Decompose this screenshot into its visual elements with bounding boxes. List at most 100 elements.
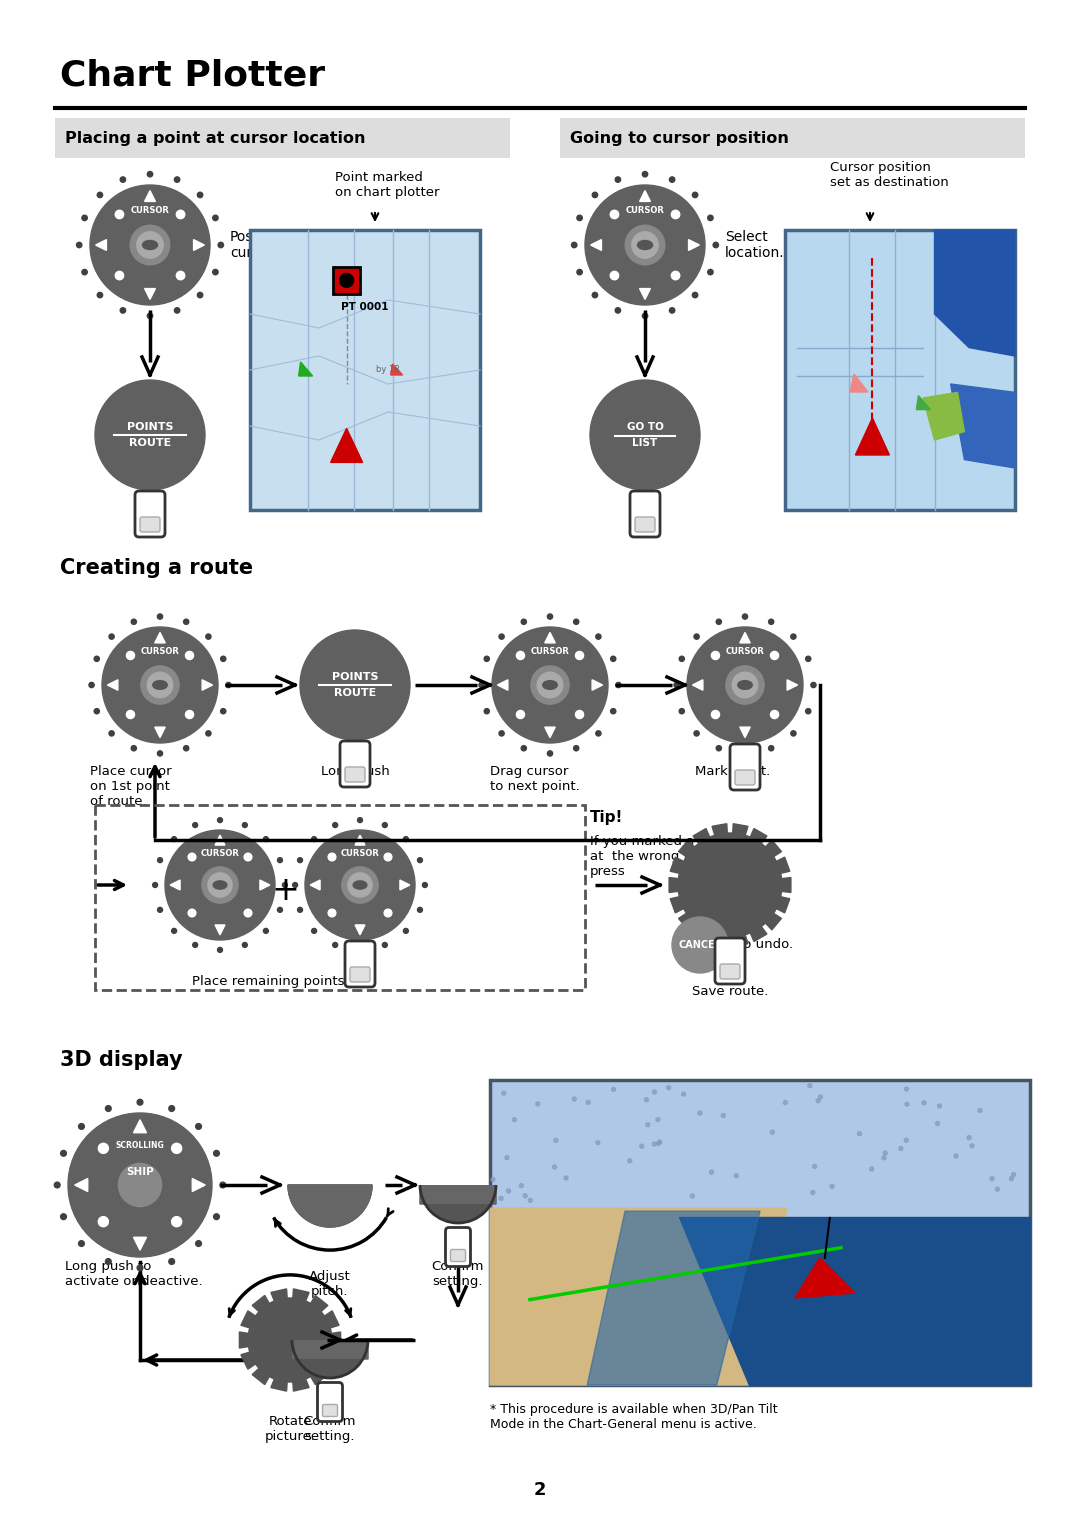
Polygon shape — [498, 680, 508, 690]
Text: CURSOR: CURSOR — [201, 849, 240, 858]
Polygon shape — [96, 240, 107, 250]
Text: Confirm
setting.: Confirm setting. — [303, 1416, 356, 1443]
Polygon shape — [693, 829, 710, 843]
FancyBboxPatch shape — [140, 518, 160, 531]
Polygon shape — [787, 680, 797, 690]
Circle shape — [120, 177, 125, 182]
Text: Select
location.: Select location. — [725, 231, 785, 260]
Circle shape — [970, 1144, 974, 1148]
Polygon shape — [241, 1310, 256, 1328]
Polygon shape — [134, 1119, 147, 1133]
Circle shape — [484, 709, 489, 713]
Circle shape — [499, 1196, 503, 1200]
Polygon shape — [260, 880, 270, 890]
Circle shape — [967, 1136, 971, 1139]
Circle shape — [214, 1150, 219, 1156]
Circle shape — [811, 683, 816, 687]
Circle shape — [611, 1087, 616, 1092]
Circle shape — [536, 1102, 540, 1106]
Text: Drag cursor
to next point.: Drag cursor to next point. — [490, 765, 580, 793]
Text: CURSOR: CURSOR — [140, 647, 179, 657]
Text: LIST: LIST — [633, 438, 658, 447]
Polygon shape — [777, 896, 789, 913]
Circle shape — [147, 313, 152, 319]
Circle shape — [348, 873, 373, 896]
Circle shape — [586, 1101, 590, 1104]
Circle shape — [168, 1106, 175, 1112]
Circle shape — [384, 854, 392, 861]
Circle shape — [712, 710, 719, 719]
Text: Place cursor
on 1st point
of route.: Place cursor on 1st point of route. — [90, 765, 172, 808]
Circle shape — [548, 751, 553, 756]
Circle shape — [357, 947, 363, 953]
Polygon shape — [592, 680, 603, 690]
Polygon shape — [324, 1310, 339, 1328]
Polygon shape — [171, 880, 180, 890]
Circle shape — [174, 308, 179, 313]
Circle shape — [791, 634, 796, 640]
Circle shape — [670, 308, 675, 313]
Circle shape — [248, 1298, 332, 1382]
Circle shape — [79, 1240, 84, 1246]
Polygon shape — [490, 1208, 787, 1385]
Circle shape — [522, 618, 526, 625]
Polygon shape — [693, 927, 710, 942]
Circle shape — [137, 232, 163, 258]
Circle shape — [692, 192, 698, 197]
Circle shape — [186, 652, 193, 660]
Ellipse shape — [353, 881, 367, 889]
Circle shape — [806, 657, 811, 661]
Circle shape — [531, 666, 569, 704]
Polygon shape — [917, 395, 930, 409]
Circle shape — [935, 1121, 940, 1125]
Circle shape — [242, 942, 247, 947]
Circle shape — [131, 224, 170, 264]
Circle shape — [770, 1130, 774, 1135]
Polygon shape — [252, 1368, 269, 1385]
Polygon shape — [420, 1185, 496, 1223]
Circle shape — [1012, 1173, 1015, 1177]
Circle shape — [610, 657, 616, 661]
Bar — [785, 231, 1015, 510]
Circle shape — [692, 292, 698, 298]
Circle shape — [147, 672, 173, 698]
Circle shape — [937, 1104, 942, 1109]
Circle shape — [283, 883, 287, 887]
Polygon shape — [766, 840, 782, 857]
Circle shape — [220, 1182, 226, 1188]
Polygon shape — [740, 727, 751, 738]
Circle shape — [564, 1176, 568, 1180]
Circle shape — [106, 1106, 111, 1112]
Polygon shape — [355, 925, 365, 935]
Circle shape — [666, 1086, 671, 1090]
Circle shape — [652, 1142, 657, 1147]
Circle shape — [206, 634, 211, 640]
Polygon shape — [923, 392, 964, 440]
Circle shape — [904, 1138, 908, 1142]
Text: Confirm
setting.: Confirm setting. — [432, 1260, 484, 1287]
Text: Adjust
pitch.: Adjust pitch. — [309, 1270, 351, 1298]
Polygon shape — [678, 840, 694, 857]
Circle shape — [492, 628, 608, 744]
Circle shape — [298, 858, 302, 863]
FancyBboxPatch shape — [630, 492, 660, 538]
Circle shape — [954, 1154, 958, 1157]
Polygon shape — [355, 835, 365, 844]
Circle shape — [384, 909, 392, 916]
Circle shape — [158, 858, 162, 863]
Text: Placing a point at cursor location: Placing a point at cursor location — [65, 130, 365, 145]
Text: SHIP: SHIP — [126, 1167, 153, 1177]
Polygon shape — [950, 383, 1015, 467]
Circle shape — [172, 1217, 181, 1226]
Circle shape — [554, 1139, 558, 1142]
Circle shape — [137, 1264, 143, 1270]
Text: If you marked a point
at  the wrong position
press: If you marked a point at the wrong posit… — [590, 835, 737, 878]
Text: Position
cursor.: Position cursor. — [230, 231, 284, 260]
Circle shape — [158, 907, 162, 912]
FancyBboxPatch shape — [340, 741, 370, 786]
Polygon shape — [712, 823, 727, 835]
Circle shape — [658, 1141, 662, 1144]
Circle shape — [109, 634, 114, 640]
Polygon shape — [751, 927, 767, 942]
Circle shape — [519, 1183, 524, 1188]
